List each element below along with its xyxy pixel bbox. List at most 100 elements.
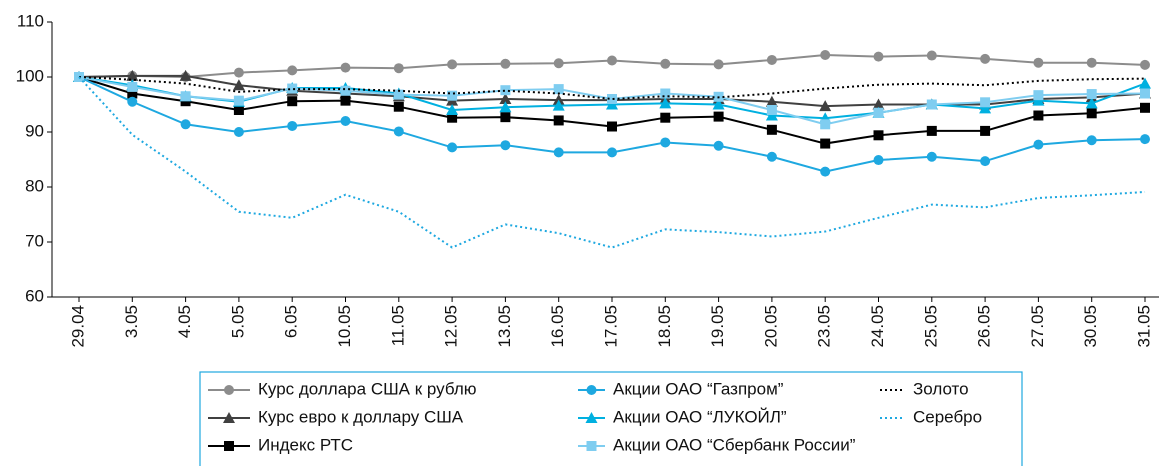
x-tick-label: 26.05 [975, 305, 994, 348]
point [607, 55, 617, 66]
point [126, 69, 139, 81]
legend-label: Курс доллара США к рублю [258, 379, 477, 398]
x-tick-label: 5.05 [228, 305, 247, 338]
point [393, 101, 404, 112]
point [447, 90, 458, 101]
point [766, 105, 777, 115]
point [287, 96, 298, 107]
y-tick-label: 100 [16, 66, 44, 85]
legend-label: Акции ОАО “Газпром” [613, 379, 784, 398]
point [1033, 57, 1044, 68]
point [553, 147, 564, 158]
point [553, 84, 564, 95]
point [287, 120, 298, 131]
point [499, 93, 512, 104]
point [980, 97, 991, 108]
x-tick-label: 17.05 [601, 305, 620, 348]
point [127, 81, 138, 92]
point [340, 116, 351, 126]
point [447, 112, 458, 123]
x-tick-label: 20.05 [761, 305, 780, 348]
x-tick-label: 25.05 [921, 305, 940, 348]
point [500, 140, 511, 151]
point [393, 126, 404, 137]
y-tick-label: 90 [25, 121, 44, 140]
point [233, 67, 244, 78]
point [500, 112, 511, 123]
point [586, 385, 597, 395]
point [820, 166, 831, 177]
point [820, 119, 831, 130]
y-tick-label: 80 [25, 176, 44, 195]
point [499, 101, 512, 113]
legend-label: Акции ОАО “Сбербанк России” [613, 435, 856, 454]
point [607, 147, 617, 158]
x-tick-label: 27.05 [1028, 305, 1047, 348]
legend-label: Акции ОАО “ЛУКОЙЛ” [613, 407, 787, 426]
point [713, 59, 724, 70]
point [820, 138, 831, 149]
y-tick-label: 60 [25, 286, 44, 305]
point [926, 50, 937, 61]
point [393, 89, 404, 100]
point [766, 54, 777, 65]
point [179, 69, 192, 81]
point [287, 65, 298, 76]
y-tick-label: 70 [25, 231, 44, 250]
point [340, 85, 351, 96]
legend-box [199, 371, 1023, 466]
point [873, 155, 884, 166]
point [873, 107, 884, 118]
x-tick-label: 13.05 [495, 305, 514, 348]
point [500, 85, 511, 96]
legend-label: Серебро [913, 407, 982, 426]
y-tick-label: 110 [17, 11, 44, 30]
point [224, 441, 234, 451]
point [926, 151, 937, 162]
point [660, 137, 671, 148]
point [660, 58, 671, 69]
point [873, 51, 884, 62]
x-tick-label: 30.05 [1081, 305, 1100, 348]
point [1086, 89, 1097, 100]
point [1033, 90, 1044, 101]
point [232, 79, 245, 91]
point [585, 412, 598, 423]
series-line [78, 76, 1146, 101]
point [233, 105, 244, 115]
point [447, 142, 458, 153]
point [1086, 108, 1097, 119]
point [127, 96, 138, 107]
legend-label: Курс евро к доллару США [258, 407, 464, 426]
point [180, 119, 191, 130]
point [713, 140, 724, 151]
point [980, 125, 991, 136]
point [224, 385, 234, 395]
point [607, 94, 617, 104]
x-tick-label: 10.05 [335, 305, 354, 348]
point [586, 441, 597, 451]
point [1140, 134, 1150, 145]
point [712, 98, 725, 110]
legend-label: Золото [913, 379, 969, 398]
point [553, 58, 564, 69]
point [552, 99, 565, 111]
point [446, 104, 459, 115]
point [659, 97, 672, 109]
point [340, 95, 351, 106]
point [1140, 88, 1150, 99]
point [1033, 139, 1044, 150]
x-tick-label: 3.05 [122, 305, 141, 338]
point [223, 412, 235, 423]
x-tick-label: 6.05 [282, 305, 301, 338]
point [233, 95, 244, 106]
point [1033, 110, 1044, 121]
point [1085, 97, 1098, 109]
point [713, 111, 724, 122]
x-tick-label: 12.05 [442, 305, 461, 348]
point [287, 83, 298, 94]
point [979, 102, 992, 114]
point [447, 59, 458, 70]
x-tick-label: 11.05 [388, 305, 407, 346]
